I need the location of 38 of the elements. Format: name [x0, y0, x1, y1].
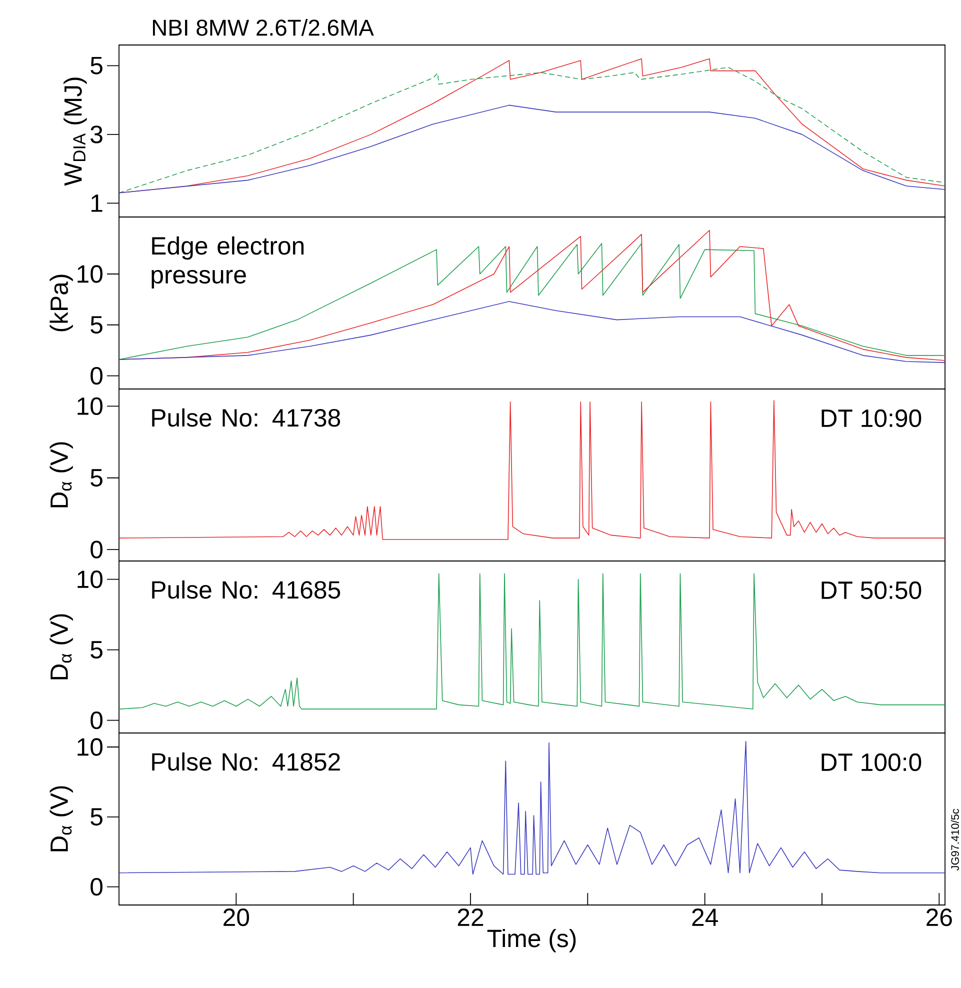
y-tick-label: 10	[78, 738, 102, 756]
y-tick-label: 5	[90, 56, 102, 74]
y-tick-label: 10	[78, 265, 102, 283]
chart-title: NBI 8MW 2.6T/2.6MA	[152, 18, 374, 36]
x-tick-label: 20	[224, 908, 250, 926]
y-tick-label: 5	[90, 808, 102, 826]
annotation: DT 50:50	[822, 581, 922, 600]
y-axis-title: D$_{α}$ (V)	[50, 786, 73, 852]
y-axis-title: D$_{α}$ (V)	[50, 442, 73, 508]
y-tick-label: 5	[90, 316, 102, 334]
y-tick-label: 0	[90, 540, 102, 558]
y-tick-label: 10	[78, 397, 102, 416]
y-tick-label: 0	[90, 712, 102, 730]
annotation: Pulse No: 41685	[152, 580, 340, 599]
y-axis-title: (kPa)	[50, 274, 73, 332]
y-tick-label: 5	[90, 641, 102, 659]
y-tick-label: 3	[90, 126, 102, 144]
line-series	[118, 301, 946, 363]
annotation: Pulse No: 41852	[152, 752, 340, 771]
y-tick-label: 0	[90, 366, 102, 385]
line-series	[118, 573, 946, 710]
y-tick-label: 10	[78, 570, 102, 588]
x-tick-label: 22	[458, 908, 484, 926]
y-tick-label: 1	[92, 194, 102, 212]
annotation: Pulse No: 41738	[152, 408, 340, 427]
y-tick-label: 5	[90, 469, 102, 487]
text: JG97.410/5c	[950, 808, 959, 871]
y-axis-title: D$_{α}$ (V)	[50, 614, 73, 680]
x-tick-label: 26	[926, 908, 952, 926]
line-series	[118, 400, 946, 540]
y-tick-label: 0	[90, 878, 102, 896]
annotation: DT 100:0	[822, 753, 922, 772]
x-tick-label: 24	[692, 908, 718, 926]
y-axis-title: W$_{DIA}$ (MJ)	[64, 78, 87, 186]
annotation: DT 10:90	[822, 409, 922, 428]
annotation: Edge electron pressure	[152, 236, 304, 289]
line-series	[118, 741, 946, 875]
x-axis-title: Time (s)	[487, 929, 576, 952]
